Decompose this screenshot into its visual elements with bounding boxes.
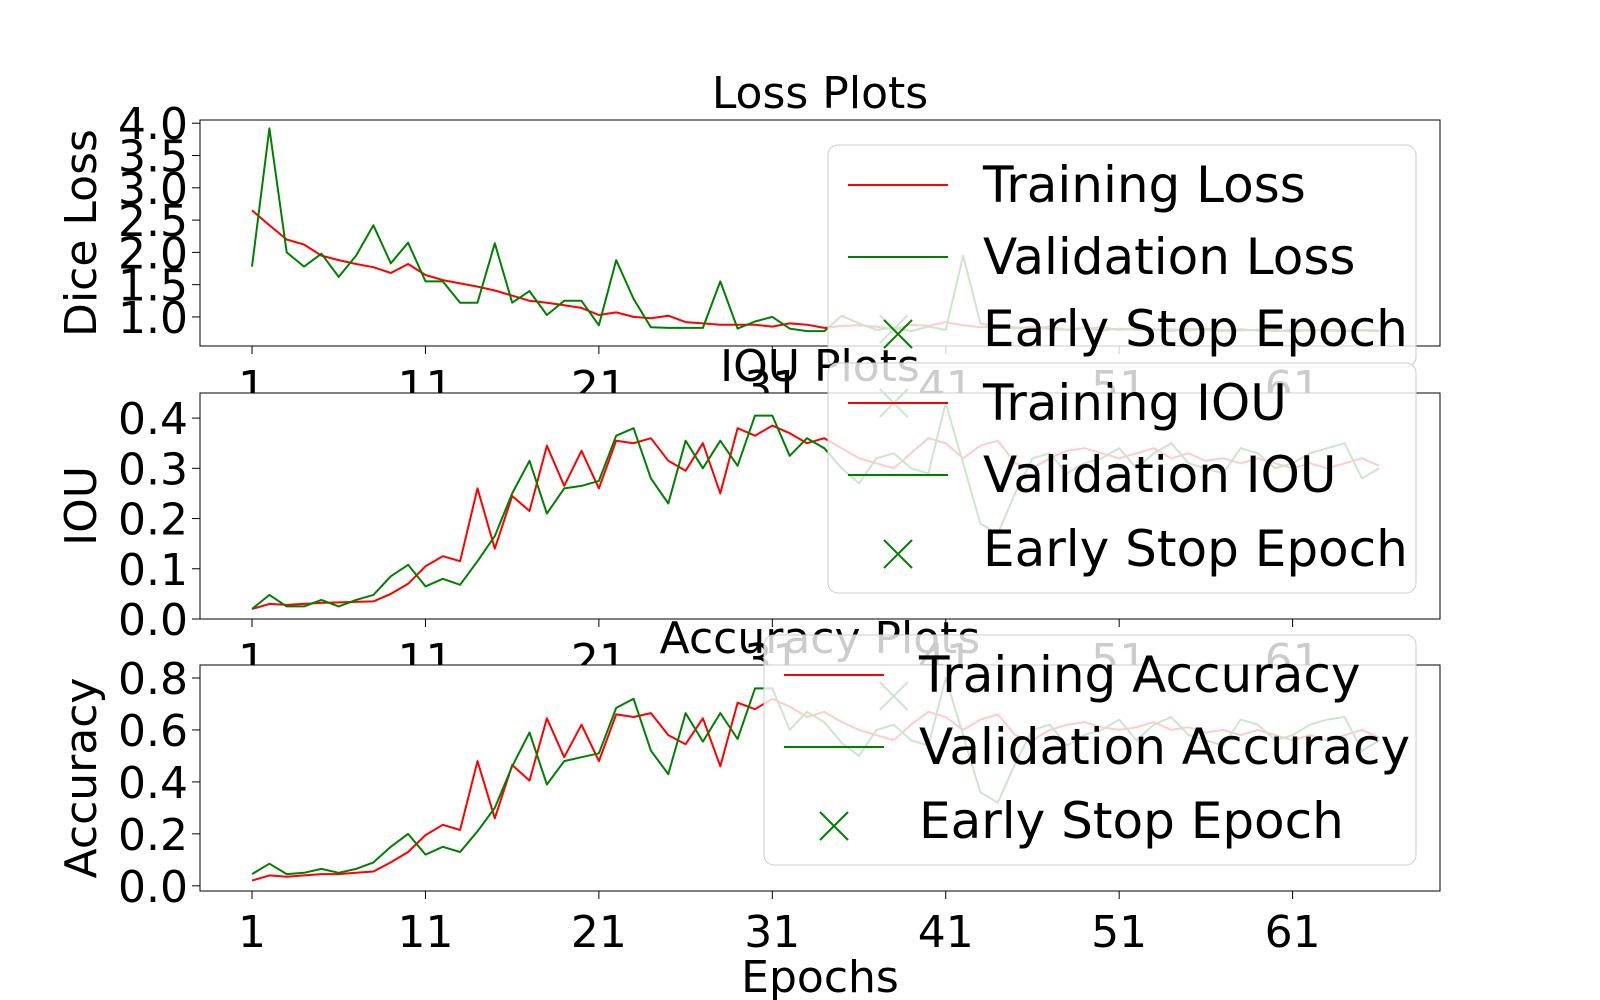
accuracy-plot-ytick-label: 0.4 <box>118 758 188 809</box>
accuracy-plot-ylabel: Accuracy <box>56 678 107 879</box>
loss-plot-legend-validation-label: Validation Loss <box>983 228 1355 286</box>
accuracy-plot-legend-early-stop-marker <box>819 811 849 841</box>
accuracy-plot-legend-training-label: Training Accuracy <box>918 646 1360 704</box>
loss-plot-ytick-label: 3.5 <box>118 132 188 183</box>
loss-plot-ytick-label: 2.0 <box>118 228 188 279</box>
iou-plot-ytick-label: 0.4 <box>118 394 188 445</box>
accuracy-plot-xtick-label: 1 <box>238 907 266 958</box>
accuracy-plot-legend: Training Accuracy Validation Accuracy Ea… <box>763 634 1417 866</box>
accuracy-plot-xtick-label: 11 <box>397 907 453 958</box>
iou-plot-legend-validation-label: Validation IOU <box>983 446 1337 504</box>
iou-plot-ytick-label: 0.2 <box>118 495 188 546</box>
iou-plot-ytick-label: 0.1 <box>118 545 188 596</box>
loss-plot-ytick-label: 2.5 <box>118 196 188 247</box>
accuracy-plot-legend-box <box>763 634 1417 866</box>
loss-plot: 11121314151611.01.52.02.53.03.54.0 Loss … <box>56 68 1441 413</box>
loss-plot-legend-training-label: Training Loss <box>982 156 1306 214</box>
accuracy-plot-ytick-label: 0.6 <box>118 706 188 757</box>
accuracy-plot-xlabel: Epochs <box>741 952 899 1000</box>
accuracy-plot-legend-early-stop-label: Early Stop Epoch <box>919 792 1344 850</box>
iou-plot-legend-early-stop-marker <box>883 539 913 569</box>
iou-plot-legend: Training IOU Validation IOU Early Stop E… <box>827 362 1417 594</box>
accuracy-plot-ytick-label: 0.8 <box>118 654 188 705</box>
loss-plot-legend-early-stop-label: Early Stop Epoch <box>983 300 1408 358</box>
accuracy-plot-ticks-layer: 1 11 21 31 41 51 610.00.20.40.60.8 <box>118 654 1321 958</box>
loss-plot-ytick-label: 1.5 <box>118 261 188 312</box>
accuracy-plot-xtick-label: 51 <box>1091 907 1147 958</box>
accuracy-plot-xtick-label: 21 <box>571 907 627 958</box>
accuracy-plot-xtick-label: 61 <box>1265 907 1321 958</box>
iou-plot-legend-box <box>827 362 1417 594</box>
accuracy-plot-xtick-label: 31 <box>744 907 800 958</box>
accuracy-plot-xtick-label: 41 <box>918 907 974 958</box>
loss-plot-title: Loss Plots <box>712 68 928 119</box>
loss-plot-legend-early-stop-marker <box>883 319 913 349</box>
iou-plot-legend-training-label: Training IOU <box>982 374 1287 432</box>
accuracy-plot-ytick-label: 0.0 <box>118 862 188 913</box>
accuracy-plot-ytick-label: 0.2 <box>118 810 188 861</box>
loss-plot-legend: Training Loss Validation Loss Early Stop… <box>827 144 1417 368</box>
loss-plot-ytick-label: 3.0 <box>118 164 188 215</box>
accuracy-plot-legend-validation-label: Validation Accuracy <box>919 718 1410 776</box>
iou-plot-legend-early-stop-label: Early Stop Epoch <box>983 520 1408 578</box>
loss-plot-ytick-label: 4.0 <box>118 99 188 150</box>
iou-plot-ylabel: IOU <box>56 466 107 546</box>
loss-plot-ytick-label: 1.0 <box>118 293 188 344</box>
iou-plot-ytick-label: 0.0 <box>118 595 188 646</box>
iou-plot-ytick-label: 0.3 <box>118 444 188 495</box>
loss-plot-ylabel: Dice Loss <box>56 129 107 337</box>
